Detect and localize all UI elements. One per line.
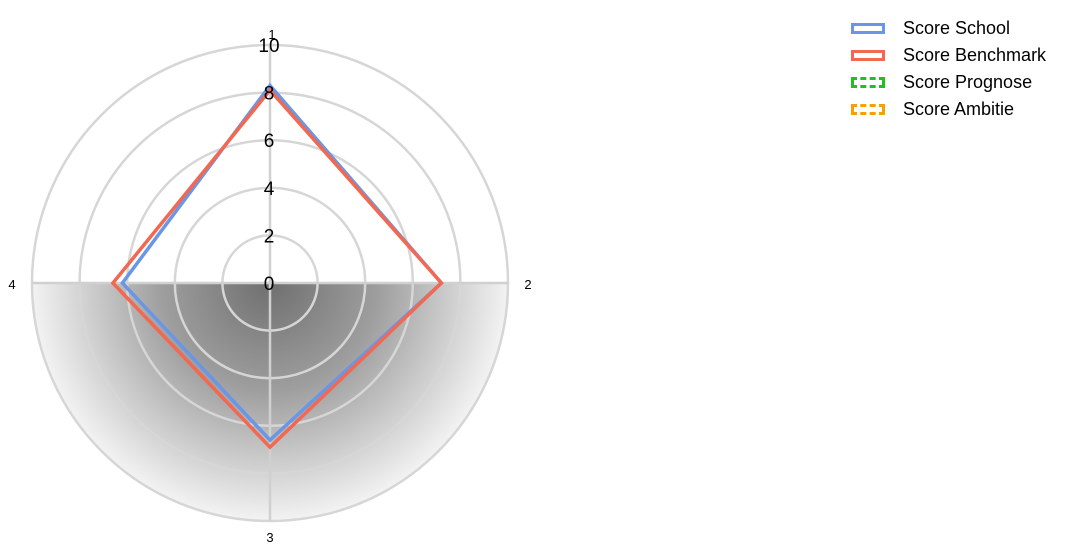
legend-label: Score Prognose: [903, 72, 1033, 92]
r-tick-label: 6: [264, 131, 275, 152]
r-tick-label: 8: [264, 84, 275, 105]
axis-label: 4: [8, 277, 15, 292]
legend-swatch: [851, 23, 885, 34]
axis-label: 2: [524, 277, 531, 292]
legend-swatch: [851, 104, 885, 115]
legend: Score School Score Benchmark Score Prognos…: [851, 15, 1046, 123]
axis-label: 3: [266, 530, 273, 545]
r-tick-label: 4: [264, 179, 275, 200]
legend-label: Score Benchmark: [903, 45, 1047, 65]
legend-item[interactable]: Score School: [851, 15, 1046, 42]
axis-label: 1: [268, 27, 275, 42]
series-score-benchmark: [110, 87, 444, 450]
legend-swatch: [851, 50, 885, 61]
r-tick-label: 2: [264, 226, 275, 247]
legend-item[interactable]: Score Benchmark: [851, 42, 1046, 69]
legend-item[interactable]: Score Prognose: [851, 69, 1046, 96]
legend-swatch: [851, 77, 885, 88]
legend-label: Score Ambitie: [903, 99, 1015, 119]
r-tick-label: 10: [258, 36, 279, 57]
r-tick-label: 0: [264, 274, 275, 295]
legend-label: Score School: [903, 18, 1011, 38]
legend-item[interactable]: Score Ambitie: [851, 96, 1046, 123]
